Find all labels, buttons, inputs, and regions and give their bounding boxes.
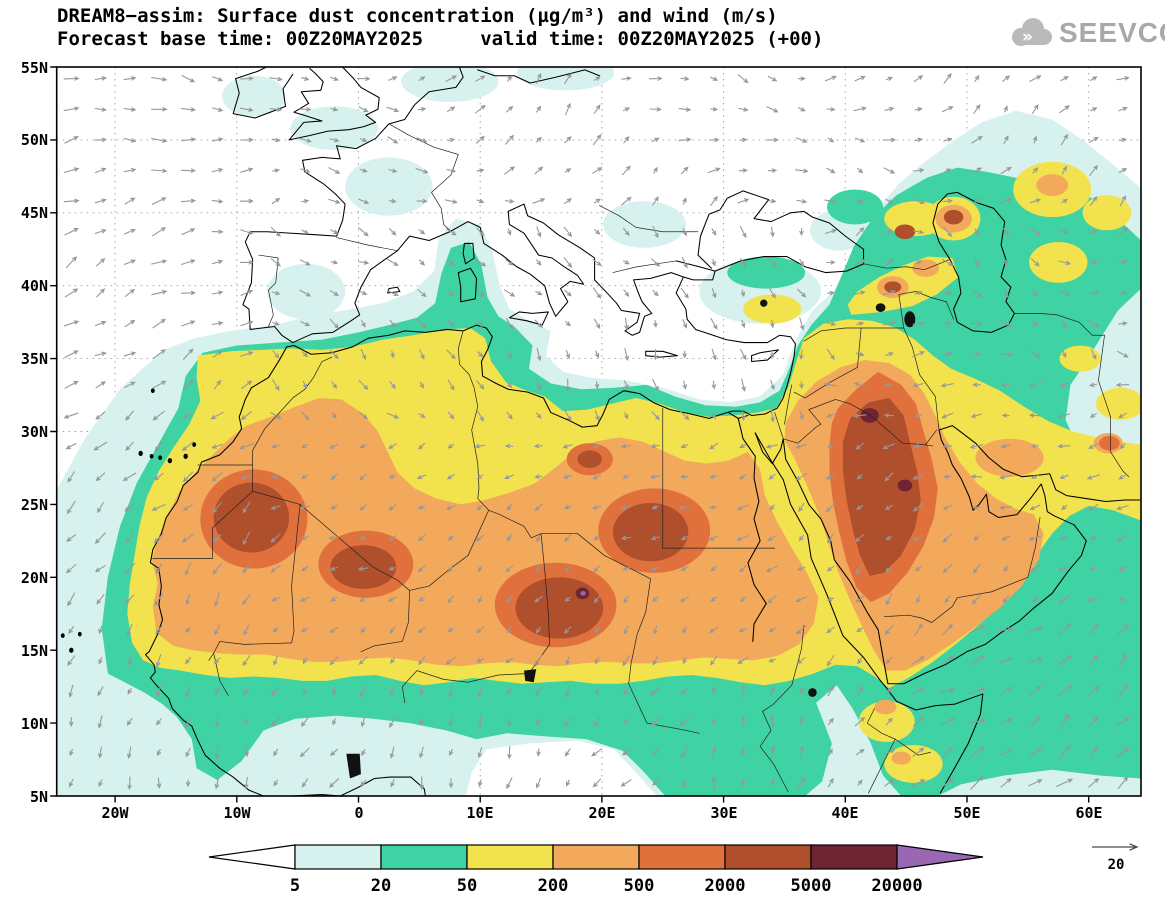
wind-reference-arrow [1092, 843, 1139, 851]
lat-tick-label: 50N [20, 131, 48, 149]
colorbar-arrow-high [896, 844, 984, 870]
lat-tick-label: 40N [20, 277, 48, 295]
lon-tick-label: 0 [354, 804, 364, 822]
dust-region [151, 397, 819, 667]
lon-tick-label: 30E [710, 804, 738, 822]
lat-tick-label: 30N [20, 423, 48, 441]
colorbar-segment [724, 844, 812, 870]
country-borders [153, 124, 1129, 793]
colorbar-label: 20 [371, 876, 391, 896]
lat-tick-label: 20N [20, 569, 48, 587]
seevccc-logo: » SEEVCCC [1008, 16, 1165, 50]
colorbar-segment [294, 844, 382, 870]
wind-reference-label: 20 [1108, 857, 1125, 873]
colorbar-label: 5000 [791, 876, 832, 896]
cloud-icon: » [1012, 18, 1052, 47]
plot-title: DREAM8−assim: Surface dust concentration… [57, 5, 778, 27]
colorbar-segment [466, 844, 554, 870]
colorbar-label: 5 [290, 876, 300, 896]
colorbar-segment [638, 844, 726, 870]
lat-tick-label: 45N [20, 204, 48, 222]
lat-tick-label: 25N [20, 496, 48, 514]
plot-subtitle: Forecast base time: 00Z20MAY2025 valid t… [57, 28, 824, 50]
lon-tick-label: 60E [1075, 804, 1103, 822]
lat-tick-label: 55N [20, 59, 48, 77]
colorbar-segment [552, 844, 640, 870]
colorbar-label: 2000 [705, 876, 746, 896]
lon-tick-label: 20E [588, 804, 616, 822]
lat-tick-label: 5N [29, 788, 48, 806]
colorbar-label: 50 [457, 876, 477, 896]
coastlines [146, 64, 1140, 796]
lon-tick-label: 20W [101, 804, 129, 822]
colorbar-arrow-low [208, 844, 296, 870]
lon-tick-label: 50E [953, 804, 981, 822]
colorbar: 5 20 50 200 500 2000 5000 20000 [208, 844, 984, 896]
colorbar-segment [810, 844, 898, 870]
lat-tick-label: 35N [20, 350, 48, 368]
logo-text: SEEVCCC [1059, 17, 1165, 48]
colorbar-segment [380, 844, 468, 870]
wind-arrows [63, 72, 1131, 791]
lon-tick-label: 10E [466, 804, 494, 822]
svg-text:»: » [1022, 27, 1034, 47]
colorbar-label: 500 [624, 876, 655, 896]
lon-tick-label: 10W [223, 804, 251, 822]
small-islands [60, 388, 197, 653]
lon-tick-label: 40E [831, 804, 859, 822]
lat-tick-label: 15N [20, 642, 48, 660]
colorbar-label: 20000 [871, 876, 922, 896]
wind-arrow-field [63, 72, 1131, 791]
wind-reference: 20 [1092, 843, 1139, 873]
dust-shading [56, 67, 1142, 797]
lat-tick-label: 10N [20, 715, 48, 733]
map-geography [56, 64, 1142, 797]
lakes [346, 299, 916, 779]
colorbar-label: 200 [538, 876, 569, 896]
axis-ticks [50, 66, 1090, 803]
